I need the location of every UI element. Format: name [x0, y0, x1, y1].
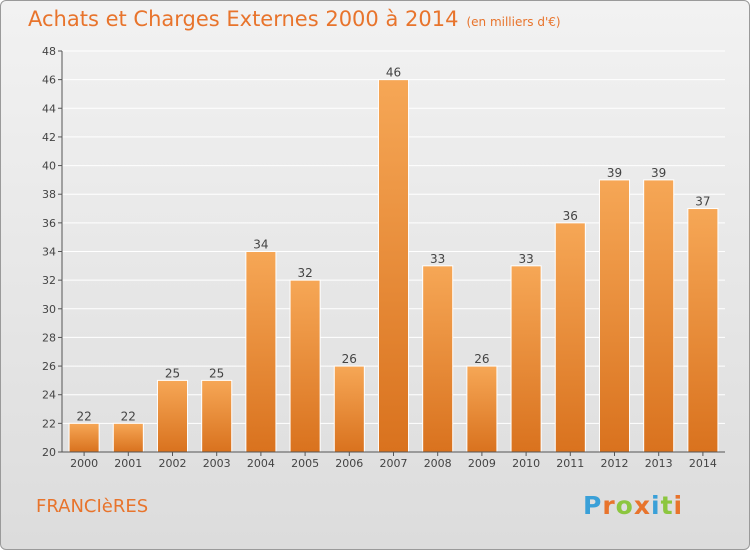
data-label: 26 — [474, 352, 489, 366]
data-label: 33 — [518, 252, 533, 266]
bar-2002 — [156, 379, 189, 453]
x-tick-label: 2010 — [512, 457, 540, 470]
y-tick-label: 34 — [42, 246, 56, 259]
data-label: 22 — [76, 409, 91, 423]
x-tick-label: 2004 — [247, 457, 275, 470]
logo-letter: t — [660, 491, 674, 520]
x-tick-label: 2000 — [70, 457, 98, 470]
chart-title-main: Achats et Charges Externes 2000 à 2014 — [28, 7, 459, 31]
x-tick-label: 2007 — [380, 457, 408, 470]
y-tick-label: 44 — [42, 102, 56, 115]
y-tick-label: 36 — [42, 217, 56, 230]
bar-2010 — [510, 265, 542, 453]
y-tick-label: 48 — [42, 45, 56, 58]
data-label: 39 — [651, 166, 666, 180]
data-label: 36 — [563, 209, 578, 223]
x-tick-label: 2008 — [424, 457, 452, 470]
bar-2001 — [112, 422, 144, 453]
x-tick-label: 2009 — [468, 457, 496, 470]
y-tick-label: 24 — [42, 389, 56, 402]
town-name: FRANCIèRES — [36, 496, 149, 517]
bar-2007 — [377, 79, 410, 453]
bar-2012 — [598, 179, 631, 453]
data-label: 25 — [209, 366, 224, 380]
bar-2009 — [466, 365, 498, 453]
x-tick-label: 2001 — [114, 457, 142, 470]
data-label: 32 — [297, 266, 312, 280]
x-tick-label: 2012 — [601, 457, 629, 470]
x-tick-label: 2003 — [203, 457, 231, 470]
y-tick-label: 20 — [42, 446, 56, 459]
x-tick-label: 2005 — [291, 457, 319, 470]
y-tick-label: 40 — [42, 160, 56, 173]
y-tick-label: 32 — [42, 274, 56, 287]
bar-2003 — [201, 379, 233, 453]
y-tick-label: 30 — [42, 303, 56, 316]
chart-title: Achats et Charges Externes 2000 à 2014 (e… — [28, 7, 561, 31]
logo-letter: x — [633, 491, 651, 520]
y-tick-label: 42 — [42, 131, 56, 144]
chart-title-unit: (en milliers d'€) — [466, 15, 561, 29]
data-label: 39 — [607, 166, 622, 180]
logo-letter: i — [673, 491, 684, 520]
y-tick-label: 38 — [42, 188, 56, 201]
bar-2011 — [554, 222, 586, 453]
y-tick-label: 28 — [42, 331, 56, 344]
y-tick-label: 26 — [42, 360, 56, 373]
bar-2005 — [289, 279, 321, 453]
data-label: 22 — [121, 409, 136, 423]
x-tick-label: 2014 — [689, 457, 717, 470]
data-label: 46 — [386, 66, 401, 80]
logo-letter: i — [651, 491, 661, 520]
bar-2008 — [422, 265, 454, 453]
bar-2013 — [643, 179, 675, 453]
bar-2006 — [333, 365, 365, 453]
x-tick-label: 2006 — [335, 457, 363, 470]
data-label: 34 — [253, 238, 268, 252]
data-label: 25 — [165, 366, 180, 380]
x-tick-label: 2002 — [159, 457, 187, 470]
logo-letter: r — [602, 491, 616, 520]
data-label: 33 — [430, 252, 445, 266]
y-tick-label: 22 — [42, 417, 56, 430]
y-tick-label: 46 — [42, 74, 56, 87]
bar-2000 — [68, 422, 100, 453]
x-tick-label: 2013 — [645, 457, 673, 470]
logo-letter: o — [615, 491, 634, 520]
bar-2014 — [687, 208, 719, 453]
data-label: 37 — [695, 195, 710, 209]
logo-letter: P — [583, 491, 603, 520]
bar-2004 — [245, 251, 277, 453]
x-tick-label: 2011 — [556, 457, 584, 470]
data-label: 26 — [342, 352, 357, 366]
proxiti-logo[interactable]: Proxiti — [583, 491, 683, 520]
